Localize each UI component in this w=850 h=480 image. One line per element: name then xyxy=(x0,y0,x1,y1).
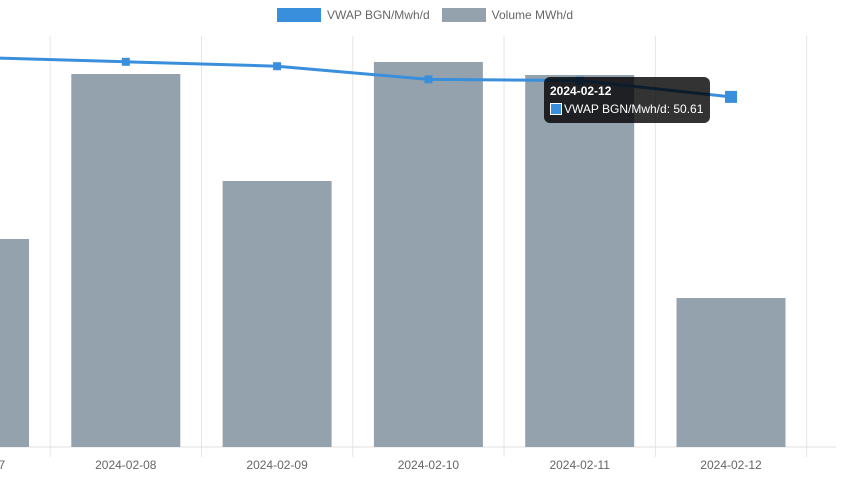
point-vwap xyxy=(273,62,282,71)
point-vwap xyxy=(121,57,130,66)
x-tick-label: 2024-02-11 xyxy=(549,458,610,472)
x-tick-label: 2024-02-10 xyxy=(398,458,460,472)
tooltip-label: VWAP BGN/Mwh/d: 50.61 xyxy=(564,102,704,116)
legend-swatch-volume xyxy=(441,8,486,22)
tooltip-swatch xyxy=(550,103,562,115)
x-tick-label: 2024-02-08 xyxy=(95,458,157,472)
chart-tooltip: 2024-02-12 VWAP BGN/Mwh/d: 50.61 xyxy=(544,77,711,123)
tooltip-row: VWAP BGN/Mwh/d: 50.61 xyxy=(550,101,703,117)
bar-volume xyxy=(0,239,29,447)
bar-volume xyxy=(71,74,181,447)
x-tick-label: 2024-02-09 xyxy=(246,458,308,472)
chart-legend: VWAP BGN/Mwh/d Volume MWh/d xyxy=(0,8,850,22)
legend-swatch-vwap xyxy=(276,8,321,22)
x-tick-label: 2024-02-12 xyxy=(700,458,762,472)
bar-volume xyxy=(525,75,635,447)
bar-volume xyxy=(222,181,332,447)
legend-item-volume[interactable]: Volume MWh/d xyxy=(441,8,574,22)
legend-label-vwap: VWAP BGN/Mwh/d xyxy=(326,8,430,22)
bar-volume xyxy=(373,62,483,447)
legend-label-volume: Volume MWh/d xyxy=(491,8,574,22)
point-vwap xyxy=(725,90,737,103)
point-vwap xyxy=(424,75,433,84)
x-tick-label: 2024-02-07 xyxy=(0,458,6,472)
bar-volume xyxy=(676,298,786,447)
tooltip-title: 2024-02-12 xyxy=(550,84,612,98)
legend-item-vwap[interactable]: VWAP BGN/Mwh/d xyxy=(276,8,430,22)
